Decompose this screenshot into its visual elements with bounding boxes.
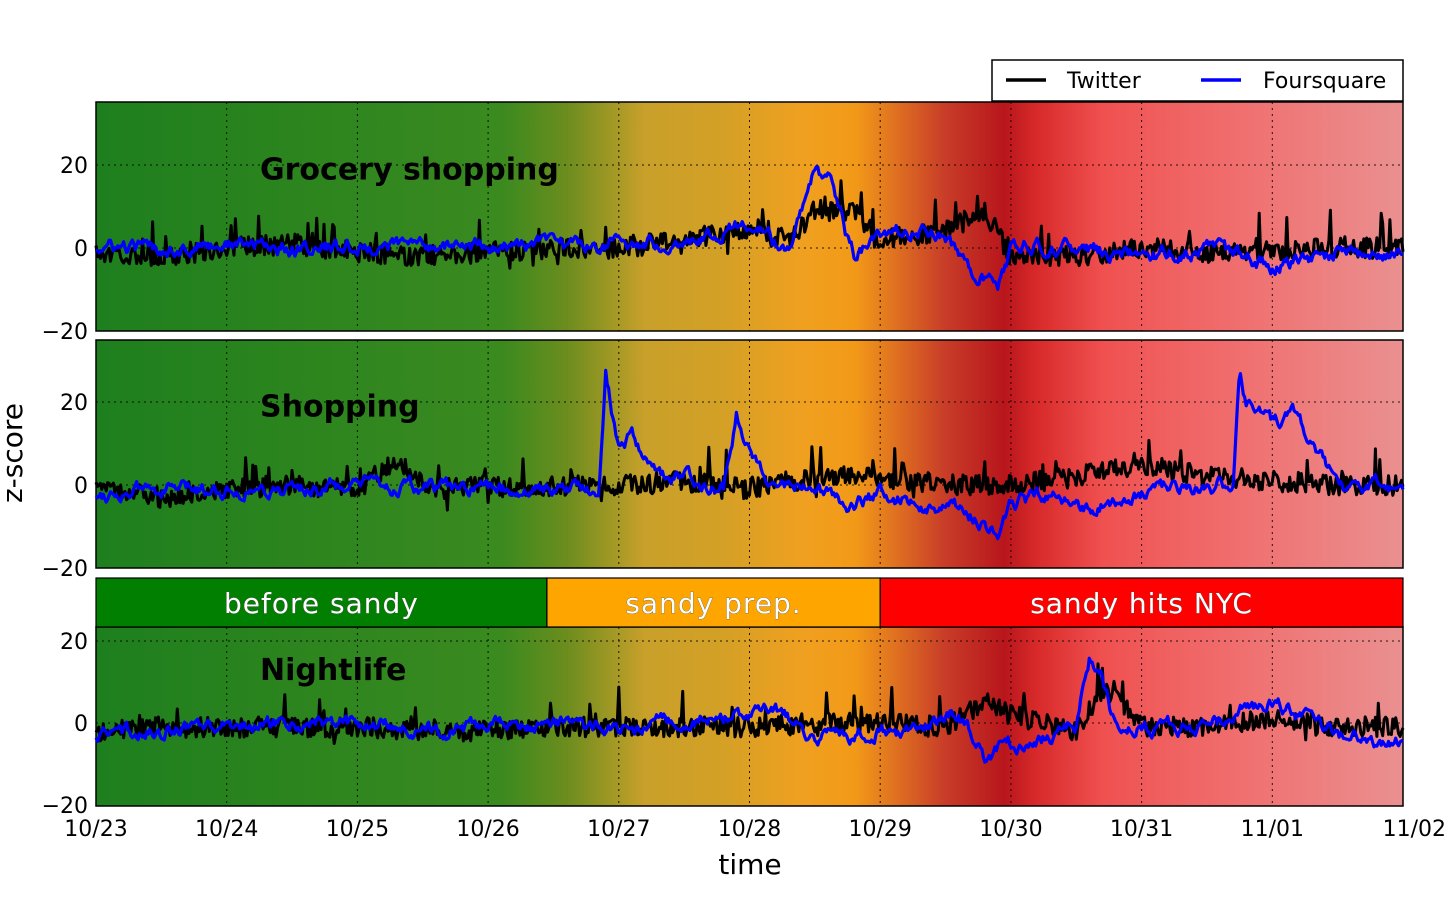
y-tick-label: 0 [74, 712, 88, 737]
x-tick-label: 10/30 [979, 817, 1042, 842]
phase-segment [879, 577, 1404, 628]
y-tick-label: −20 [42, 557, 88, 582]
y-axis-label: z-score [0, 403, 29, 503]
x-tick-label: 10/23 [64, 817, 127, 842]
y-tick-label: 20 [60, 630, 88, 655]
panel-title: Grocery shopping [260, 152, 559, 187]
y-tick-label: 20 [60, 391, 88, 416]
x-axis-ticks: 10/23 10/24 10/25 10/26 10/27 10/28 10/29 10/30… [64, 817, 1446, 842]
x-tick-label: 11/02 [1383, 817, 1446, 842]
panel-shopping: 20 0 −20 Shopping [42, 339, 1405, 582]
phase-label: before sandy [224, 587, 419, 620]
x-tick-label: 10/26 [456, 817, 519, 842]
phase-label: sandy hits NYC [1030, 587, 1253, 620]
legend: Twitter Foursquare [991, 59, 1404, 102]
series-line-twitter [94, 439, 1405, 512]
y-tick-label: −20 [42, 320, 88, 345]
phase-bar: before sandy sandy prep. sandy hits NYC [95, 577, 1404, 628]
x-axis-label: time [718, 848, 781, 881]
legend-twitter-label: Twitter [1066, 69, 1142, 94]
panels-layer: 20 0 −20 Grocery shopping 20 0 −20 Shopping 20 0 −… [42, 101, 1405, 819]
y-tick-label: −20 [42, 794, 88, 819]
series-line-twitter [94, 662, 1405, 745]
panel-grocery-shopping: 20 0 −20 Grocery shopping [42, 101, 1405, 345]
panel-title: Shopping [260, 389, 420, 424]
legend-box [991, 59, 1404, 102]
phase-label: sandy prep. [625, 587, 801, 620]
x-tick-label: 10/31 [1110, 817, 1173, 842]
x-tick-label: 10/25 [326, 817, 389, 842]
y-tick-label: 0 [74, 237, 88, 262]
x-tick-label: 10/28 [718, 817, 781, 842]
y-tick-label: 0 [74, 474, 88, 499]
series-line-foursquare [95, 165, 1404, 291]
y-tick-label: 20 [60, 154, 88, 179]
x-tick-label: 10/27 [587, 817, 650, 842]
panel-nightlife: 20 0 −20 Nightlife [42, 626, 1405, 819]
series-line-foursquare [94, 656, 1404, 764]
series-line-foursquare [94, 368, 1405, 541]
legend-foursquare-label: Foursquare [1263, 69, 1386, 94]
x-tick-label: 11/01 [1241, 817, 1304, 842]
x-tick-label: 10/29 [848, 817, 911, 842]
x-tick-label: 10/24 [195, 817, 258, 842]
panel-title: Nightlife [260, 653, 407, 688]
